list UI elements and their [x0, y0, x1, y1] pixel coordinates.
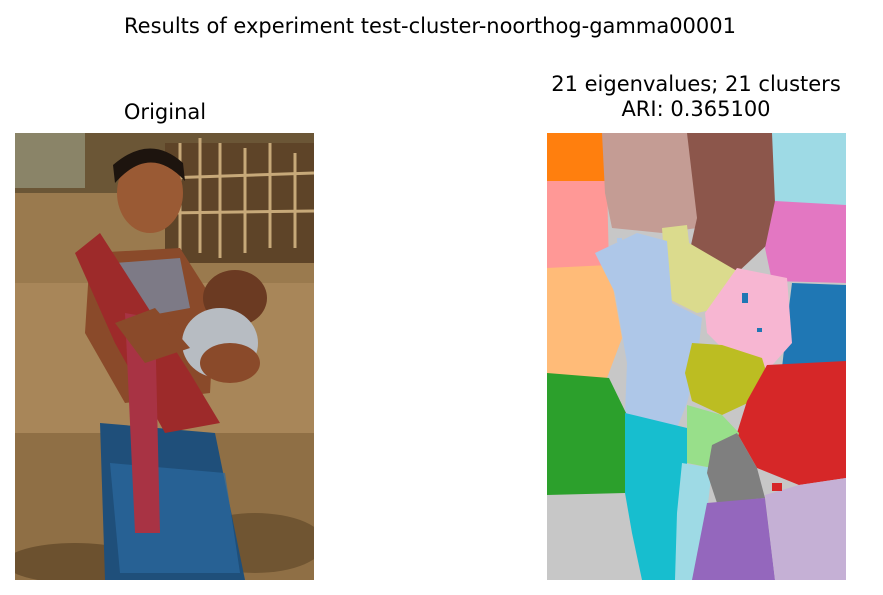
- cluster-region-salmon: [547, 181, 609, 271]
- cluster-region-peach: [547, 265, 622, 381]
- cluster-speckles: [567, 223, 782, 494]
- cluster-region-orange: [547, 133, 607, 183]
- cluster-region-tan: [602, 133, 705, 233]
- cluster-region-pink: [765, 201, 846, 283]
- cluster-region-cyan: [625, 413, 687, 580]
- cluster-region-blue: [782, 283, 846, 368]
- cluster-region-brown: [687, 133, 777, 273]
- cluster-region-lightcyan: [772, 133, 846, 208]
- cluster-region-gray: [707, 433, 765, 503]
- segmentation-panel-title: 21 eigenvalues; 21 clusters ARI: 0.36510…: [520, 72, 872, 122]
- cluster-region-lightpink: [705, 268, 792, 371]
- segmentation-title-line2: ARI: 0.365100: [621, 97, 771, 121]
- cluster-region-green: [547, 373, 627, 495]
- segmentation-map: [547, 133, 846, 580]
- figure-suptitle: Results of experiment test-cluster-noort…: [124, 14, 736, 38]
- original-panel-title: Original: [123, 100, 207, 124]
- cluster-region-lightblue: [595, 233, 702, 438]
- cluster-region-olive: [685, 343, 769, 415]
- cluster-region-lavender: [765, 478, 846, 580]
- cluster-region-purple: [692, 498, 775, 580]
- cluster-region-paleblue: [675, 463, 712, 580]
- original-photo-drawing: [15, 133, 314, 580]
- original-image: [15, 133, 314, 580]
- cluster-region-red: [737, 361, 846, 485]
- cluster-label-image: [547, 133, 846, 580]
- segmentation-title-line1: 21 eigenvalues; 21 clusters: [551, 72, 841, 96]
